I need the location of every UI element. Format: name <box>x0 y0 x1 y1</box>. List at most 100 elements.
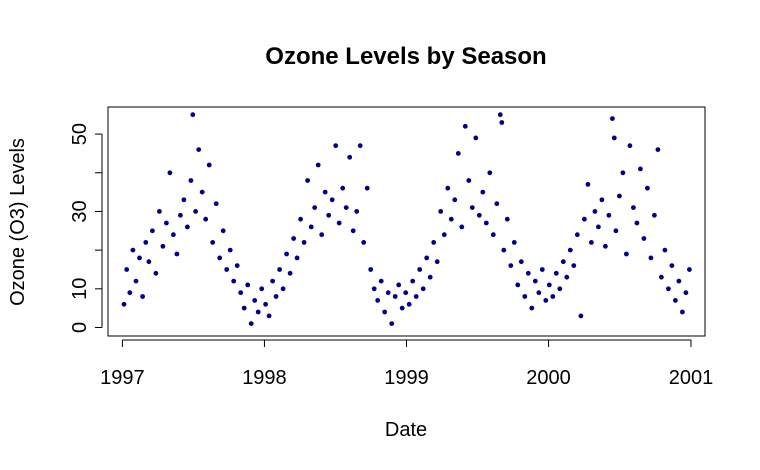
data-point <box>164 220 169 226</box>
data-point <box>354 209 360 214</box>
data-point <box>231 278 237 284</box>
data-point <box>206 162 212 168</box>
data-point <box>301 240 307 245</box>
data-point <box>140 294 146 299</box>
data-point <box>497 112 503 118</box>
data-point <box>417 267 423 272</box>
data-point <box>364 185 370 191</box>
data-point <box>420 286 426 292</box>
data-point <box>378 278 384 284</box>
data-point <box>371 286 377 292</box>
data-point <box>308 224 314 230</box>
data-point <box>280 286 286 292</box>
data-point <box>536 290 542 296</box>
data-point <box>480 189 486 195</box>
data-point <box>578 313 584 319</box>
data-point <box>375 298 381 303</box>
data-point <box>343 205 349 211</box>
data-point <box>606 212 612 218</box>
x-tick-label: 1997 <box>100 367 145 389</box>
data-point <box>469 205 475 211</box>
data-point <box>611 135 617 141</box>
data-point <box>508 263 514 268</box>
data-point <box>124 267 130 272</box>
data-point <box>499 120 505 125</box>
data-point <box>270 278 275 284</box>
data-point <box>613 228 619 234</box>
data-point <box>347 154 353 160</box>
data-point <box>624 251 629 257</box>
data-point <box>227 247 233 253</box>
data-point <box>196 147 202 153</box>
data-point <box>434 259 440 265</box>
data-point <box>340 185 346 191</box>
data-point <box>403 290 409 296</box>
data-point <box>560 259 566 265</box>
data-point <box>676 278 682 284</box>
data-point <box>648 255 654 261</box>
x-axis-label: Date <box>385 419 427 441</box>
data-point <box>410 278 416 284</box>
x-tick-label: 1998 <box>242 367 287 389</box>
data-point <box>203 216 209 222</box>
data-point <box>298 216 303 222</box>
y-tick-label: 50 <box>69 123 91 145</box>
data-point <box>130 247 136 253</box>
data-point <box>567 247 573 253</box>
data-point <box>210 240 216 245</box>
data-point <box>294 255 300 261</box>
data-point <box>546 282 552 288</box>
y-axis: 0 10 30 50 <box>69 123 103 333</box>
data-point <box>448 216 454 222</box>
data-point <box>610 116 615 121</box>
data-point <box>273 294 279 299</box>
data-point <box>529 305 535 311</box>
data-point <box>361 240 367 245</box>
data-point <box>277 267 282 272</box>
y-tick-label: 10 <box>69 278 91 300</box>
data-point <box>504 216 510 222</box>
data-point <box>127 290 133 296</box>
data-point <box>427 274 433 280</box>
data-point <box>224 267 230 272</box>
data-point <box>220 228 226 234</box>
data-point <box>121 301 127 307</box>
data-point <box>382 309 388 315</box>
data-point <box>515 282 521 288</box>
data-point <box>441 232 447 238</box>
data-point <box>329 197 335 203</box>
data-point <box>213 201 219 207</box>
data-point <box>406 301 412 307</box>
data-point <box>483 220 489 226</box>
data-point <box>326 212 332 218</box>
data-point <box>599 197 605 203</box>
data-point <box>532 278 538 284</box>
data-point <box>305 178 310 183</box>
data-point <box>190 112 196 118</box>
data-point <box>638 166 643 172</box>
data-point <box>252 298 258 303</box>
data-point <box>445 185 451 191</box>
data-point <box>259 286 265 292</box>
data-point <box>473 135 479 141</box>
data-point <box>137 255 142 261</box>
data-point <box>603 243 608 249</box>
data-point <box>238 290 244 296</box>
data-point <box>490 232 496 238</box>
data-point <box>255 309 261 315</box>
data-point <box>167 170 173 176</box>
data-point <box>178 212 183 218</box>
plot-area-frame <box>107 106 706 337</box>
data-point <box>522 294 528 299</box>
data-point <box>248 321 254 326</box>
y-tick-label: 30 <box>69 200 91 222</box>
x-tick-label: 2001 <box>669 367 714 389</box>
data-point <box>564 274 570 280</box>
data-point <box>424 255 430 261</box>
data-point <box>452 197 458 203</box>
x-tick-label: 2000 <box>526 367 571 389</box>
data-point <box>666 286 671 292</box>
y-axis-label: Ozone (O3) Levels <box>7 138 29 306</box>
data-point <box>160 243 166 249</box>
